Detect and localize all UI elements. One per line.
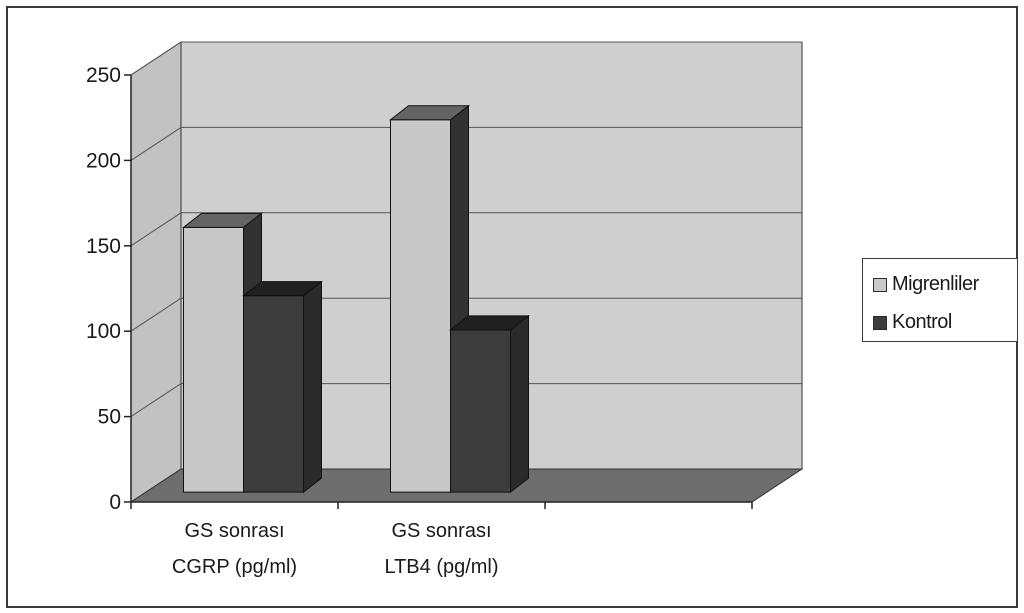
gridline-side [130, 41, 182, 76]
gridline-side [130, 297, 182, 332]
bar-kontrol-1-side [510, 314, 529, 494]
x-category-label: LTB4 (pg/ml) [384, 556, 498, 578]
legend-item-kontrol: Kontrol [873, 311, 952, 334]
legend-label-kontrol: Kontrol [892, 311, 952, 333]
y-tick-label: 150 [86, 235, 121, 258]
x-category-label: GS sonrası [184, 520, 284, 542]
bar-kontrol-0-side [303, 280, 322, 494]
bar-migrenliler-1 [390, 119, 451, 493]
legend-swatch-kontrol [873, 315, 887, 330]
bar-migrenliler-0 [183, 226, 244, 493]
x-category-label: GS sonrası [391, 520, 491, 542]
y-tick-label: 0 [109, 491, 121, 514]
legend-item-migrenliler: Migrenliler [873, 273, 979, 296]
bar-migrenliler-0-top [182, 212, 263, 228]
bar-kontrol-1 [450, 329, 511, 493]
chart-side-wall [130, 41, 182, 503]
gridline-side [130, 212, 182, 247]
bar-kontrol-1-top [449, 315, 530, 331]
y-tick-label: 50 [98, 406, 121, 429]
chart-legend: Migrenliler Kontrol [862, 258, 1018, 342]
bar-migrenliler-1-top [389, 105, 470, 121]
gridline-side [130, 383, 182, 418]
legend-swatch-migrenliler [873, 277, 887, 292]
y-tick-label: 200 [86, 149, 121, 172]
bar-kontrol-0 [243, 295, 304, 493]
legend-label-migrenliler: Migrenliler [892, 273, 979, 295]
y-tick-label: 100 [86, 320, 121, 343]
gridline-side [130, 126, 182, 161]
bar-kontrol-0-top [242, 281, 323, 297]
y-tick-label: 250 [86, 64, 121, 87]
x-category-label: CGRP (pg/ml) [172, 556, 297, 578]
